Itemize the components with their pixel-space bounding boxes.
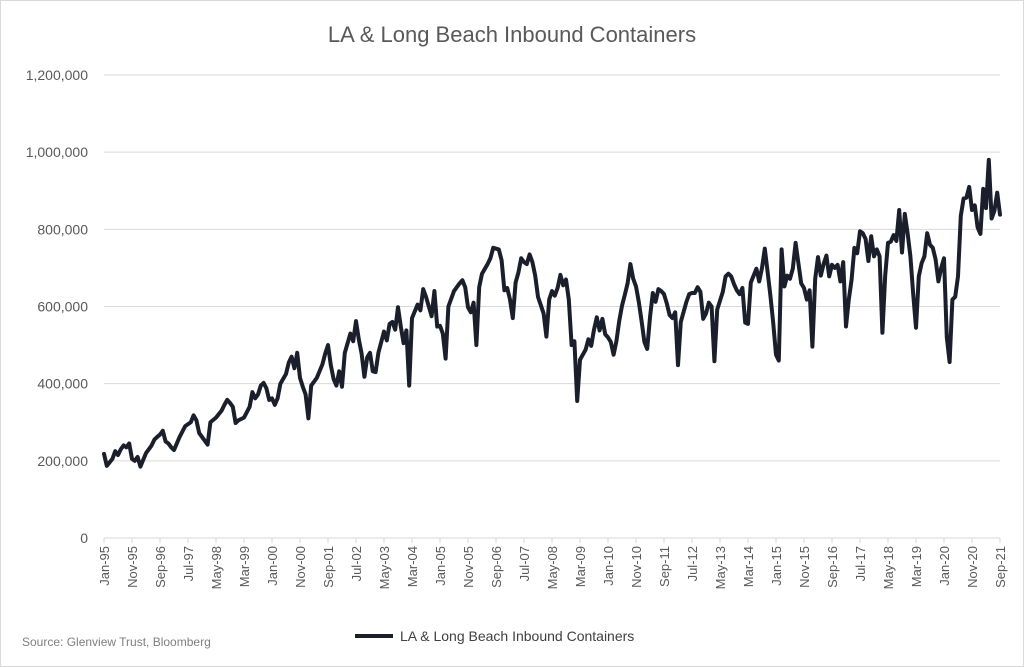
y-tick-label: 200,000 [37, 453, 88, 469]
y-tick-label: 0 [80, 530, 88, 546]
x-tick-label: Mar-09 [573, 546, 588, 587]
y-tick-label: 800,000 [37, 221, 88, 237]
series-line [102, 157, 1002, 469]
x-tick-label: Jan-20 [937, 546, 952, 586]
x-tick-label: Mar-19 [909, 546, 924, 587]
x-tick-label: Jan-15 [769, 546, 784, 586]
y-axis-tick-labels: 0 200,000 400,000 600,000 800,000 1,000,000 1,… [26, 67, 89, 546]
x-tick-label: Mar-14 [741, 546, 756, 587]
source-note: Source: Glenview Trust, Bloomberg [22, 635, 211, 649]
x-tick-label: Mar-04 [405, 546, 420, 587]
chart-title: LA & Long Beach Inbound Containers [328, 22, 696, 47]
x-tick-label: Sep-16 [825, 546, 840, 588]
legend-label: LA & Long Beach Inbound Containers [400, 628, 634, 644]
y-tick-label: 400,000 [37, 376, 88, 392]
x-tick-label: Jul-02 [349, 546, 364, 581]
series-layer [102, 157, 1002, 469]
x-tick-label: Nov-20 [965, 546, 980, 588]
x-tick-label: Jul-17 [853, 546, 868, 581]
x-tick-label: Nov-95 [125, 546, 140, 588]
x-axis-tick-labels: Jan-95 Nov-95 Sep-96 Jul-97 May-98 Mar-99 Jan-… [97, 538, 1008, 589]
x-tick-label: Nov-10 [629, 546, 644, 588]
y-tick-label: 1,200,000 [26, 67, 88, 83]
x-tick-label: Jan-10 [601, 546, 616, 586]
x-tick-label: Jul-12 [685, 546, 700, 581]
x-tick-label: Jul-97 [181, 546, 196, 581]
gridlines [104, 74, 1000, 462]
x-tick-label: May-08 [545, 546, 560, 589]
x-tick-label: Sep-21 [993, 546, 1008, 588]
x-tick-label: Jan-95 [97, 546, 112, 586]
x-tick-label: Sep-11 [657, 546, 672, 587]
x-tick-label: May-13 [713, 546, 728, 589]
x-tick-label: Mar-99 [237, 546, 252, 587]
x-tick-label: Jul-07 [517, 546, 532, 581]
x-tick-label: Nov-05 [461, 546, 476, 588]
x-tick-label: Nov-00 [293, 546, 308, 588]
y-tick-label: 600,000 [37, 299, 88, 315]
x-tick-label: May-18 [881, 546, 896, 589]
y-tick-label: 1,000,000 [26, 144, 88, 160]
x-tick-label: Jan-00 [265, 546, 280, 586]
x-tick-label: May-98 [209, 546, 224, 589]
legend: LA & Long Beach Inbound Containers [355, 628, 634, 644]
x-tick-label: May-03 [377, 546, 392, 589]
x-tick-label: Sep-96 [153, 546, 168, 588]
x-tick-label: Sep-06 [489, 546, 504, 588]
x-tick-label: Nov-15 [797, 546, 812, 588]
x-tick-label: Sep-01 [321, 546, 336, 588]
x-tick-label: Jan-05 [433, 546, 448, 586]
